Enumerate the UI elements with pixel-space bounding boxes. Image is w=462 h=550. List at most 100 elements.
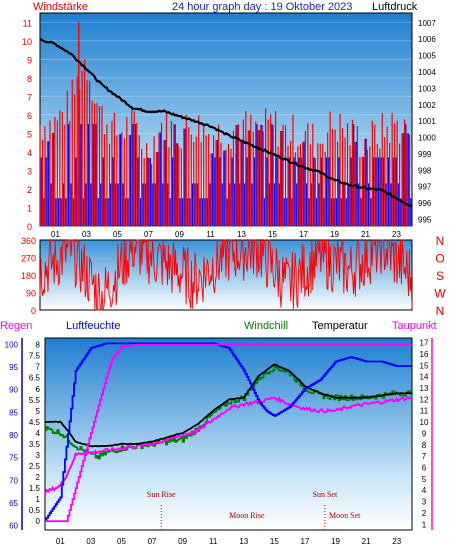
regen-tick-label: 6 [422,464,427,473]
temperature-tick-label: 4 [36,429,41,438]
pressure-tick-label: 1002 [418,101,436,110]
legend-temperatur: Temperatur [312,320,368,332]
hour-tick-label: 11 [206,230,215,239]
legend-luftfeuchte: Luftfeuchte [66,320,120,332]
legend-windchill: Windchill [244,320,288,332]
compass-tick-label: N [436,304,445,318]
hour-tick-label: 03 [86,537,95,546]
legend-taupunkt: Taupunkt [392,320,437,332]
rain-line [45,343,412,523]
regen-tick-label: 14 [420,373,429,382]
regen-tick-label: 11 [420,407,429,416]
temperature-line [44,363,412,448]
temperature-tick-label: 2.5 [29,462,41,471]
temperature-tick-label: 3 [36,451,41,460]
wind-tick-label: 8 [27,74,32,84]
pressure-tick-label: 1004 [418,68,436,77]
regen-tick-label: 17 [420,339,429,348]
temperature-tick-label: 6 [36,385,41,394]
regen-tick-label: 16 [420,350,429,359]
temperature-tick-label: 6.5 [29,374,41,383]
hour-tick-label: 15 [268,230,277,239]
temperature-tick-label: 7 [36,363,41,372]
pressure-tick-label: 1003 [418,84,436,93]
compass-tick-label: O [435,252,444,266]
regen-tick-label: 1 [422,520,427,529]
hour-tick-label: 21 [361,230,370,239]
temperature-tick-label: 4.5 [29,418,41,427]
hour-tick-label: 13 [239,537,248,546]
pressure-axis-title: Luftdruck [372,1,418,13]
graph-title: 24 hour graph day : 19 Oktober 2023 [172,1,352,13]
humidity-tick-label: 85 [9,408,18,417]
wind-tick-label: 5 [27,129,32,139]
regen-tick-label: 4 [422,486,427,495]
regen-tick-label: 9 [422,429,427,438]
wind-tick-label: 1 [27,203,32,213]
pressure-line [39,37,413,208]
hour-tick-label: 01 [51,230,60,239]
pressure-tick-label: 997 [418,183,432,192]
pressure-tick-label: 999 [418,150,432,159]
wind-tick-label: 2 [27,185,32,195]
humidity-tick-label: 70 [9,476,18,485]
sun-set-label: Sun Set [313,490,338,499]
hour-tick-label: 07 [148,537,157,546]
hour-tick-label: 11 [209,537,218,546]
pressure-tick-label: 1005 [418,52,436,61]
hour-tick-label: 17 [299,230,308,239]
wind-tick-label: 3 [27,166,32,176]
pressure-tick-label: 1006 [418,35,436,44]
regen-tick-label: 10 [420,418,429,427]
pressure-tick-label: 1001 [418,117,436,126]
pressure-tick-label: 995 [418,215,432,224]
hour-tick-label: 05 [113,230,122,239]
temperature-tick-label: 0.5 [29,506,41,515]
hour-tick-label: 15 [270,537,279,546]
compass-tick-label: S [436,269,444,283]
temperature-tick-label: 0 [36,517,41,526]
regen-tick-label: 13 [420,384,429,393]
wind-tick-label: 6 [27,111,32,121]
hour-tick-label: 07 [144,230,153,239]
wind-tick-label: 9 [27,55,32,65]
temperature-tick-label: 5 [36,407,41,416]
humidity-tick-label: 95 [9,363,18,372]
direction-tick-label: 270 [21,254,36,264]
direction-tick-label: 0 [31,306,36,316]
regen-tick-label: 2 [422,509,427,518]
direction-tick-label: 90 [26,289,36,299]
temperature-tick-label: 7.5 [29,352,41,361]
wind-pressure-chart: 0123456789101199599699799899910001001100… [22,18,436,239]
regen-tick-label: 15 [420,361,429,370]
moon-set-label: Moon Set [329,511,361,520]
wind-axis-title: Windstärke [33,1,88,13]
wind-tick-label: 0 [27,222,32,232]
regen-tick-label: 3 [422,498,427,507]
wind-tick-label: 7 [27,92,32,102]
regen-tick-label: 8 [422,441,427,450]
temperature-plot-area [44,337,413,531]
hour-tick-label: 09 [178,537,187,546]
hour-tick-label: 23 [392,230,401,239]
hour-tick-label: 09 [175,230,184,239]
hour-tick-label: 19 [330,230,339,239]
regen-tick-label: 12 [420,395,429,404]
hour-tick-label: 23 [392,537,401,546]
hour-tick-label: 17 [301,537,310,546]
compass-tick-label: N [436,234,445,248]
temperature-tick-label: 8 [36,341,41,350]
moon-rise-label: Moon Rise [229,511,265,520]
pressure-tick-label: 998 [418,166,432,175]
humidity-tick-label: 80 [9,431,18,440]
legend-regen: Regen [0,320,32,332]
regen-tick-label: 7 [422,452,427,461]
dewpoint-line [44,395,413,495]
hour-tick-label: 21 [362,537,371,546]
direction-tick-label: 360 [21,236,36,246]
temperature-tick-label: 3.5 [29,440,41,449]
humidity-tick-label: 65 [9,499,18,508]
